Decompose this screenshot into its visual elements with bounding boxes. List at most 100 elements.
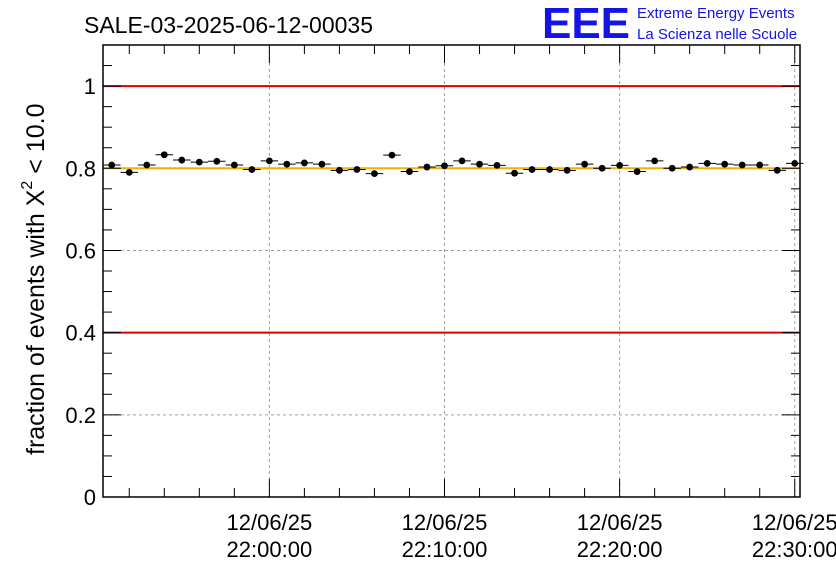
data-marker xyxy=(283,160,291,168)
data-marker xyxy=(528,166,536,173)
data-point xyxy=(120,168,139,176)
x-tick-time-label: 22:20:00 xyxy=(577,537,663,562)
x-tick-time-label: 22:00:00 xyxy=(227,537,313,562)
data-point xyxy=(453,157,471,165)
data-point xyxy=(225,161,244,169)
data-point xyxy=(103,161,121,169)
data-marker xyxy=(668,164,676,172)
data-point xyxy=(173,156,191,164)
data-marker xyxy=(458,157,466,165)
data-point xyxy=(628,168,646,175)
data-marker xyxy=(143,161,151,169)
data-marker xyxy=(493,161,501,169)
y-axis-title-symbol: X xyxy=(22,189,50,206)
data-point xyxy=(155,151,174,159)
data-point xyxy=(505,169,524,177)
data-point xyxy=(610,161,629,169)
y-tick-label: 0.8 xyxy=(65,156,96,181)
data-point xyxy=(383,151,401,159)
data-point xyxy=(348,166,366,173)
data-marker xyxy=(213,157,221,165)
data-marker xyxy=(371,170,378,178)
data-point xyxy=(243,166,261,173)
data-points xyxy=(103,151,804,178)
data-marker xyxy=(721,160,729,168)
data-point xyxy=(208,157,226,165)
data-marker xyxy=(791,159,799,167)
grid xyxy=(103,45,800,497)
data-marker xyxy=(178,156,186,164)
data-marker xyxy=(686,163,694,171)
x-tick-time-label: 22:10:00 xyxy=(402,537,488,562)
data-marker xyxy=(511,169,518,177)
x-tick-date-label: 12/06/25 xyxy=(752,510,836,535)
y-axis-title: fraction of events with X2 < 10.0 xyxy=(19,104,50,455)
data-point xyxy=(278,160,296,168)
data-marker xyxy=(353,166,361,173)
data-point xyxy=(295,159,314,167)
y-tick-label: 0.6 xyxy=(65,238,96,263)
data-point xyxy=(768,166,786,174)
data-marker xyxy=(300,159,308,167)
data-point xyxy=(558,166,576,174)
data-point xyxy=(785,159,804,167)
y-tick-label: 0.2 xyxy=(65,403,96,428)
data-point xyxy=(680,163,699,171)
data-marker xyxy=(230,161,238,169)
data-point xyxy=(523,166,541,173)
data-marker xyxy=(651,157,659,165)
data-point xyxy=(575,160,594,168)
data-point xyxy=(260,157,279,165)
eee-logo-mark: EEE xyxy=(542,0,630,48)
data-marker xyxy=(388,151,396,159)
data-marker xyxy=(616,161,624,169)
logo-line-1: Extreme Energy Events xyxy=(637,5,795,22)
reference-lines xyxy=(103,85,800,334)
data-point xyxy=(645,157,664,165)
data-marker xyxy=(703,159,711,167)
y-tick-label: 0 xyxy=(84,485,96,510)
data-point xyxy=(488,161,506,169)
data-point xyxy=(593,164,611,172)
data-point xyxy=(138,161,156,169)
data-point xyxy=(435,162,454,170)
data-point xyxy=(470,160,489,168)
data-point xyxy=(715,160,734,168)
data-marker xyxy=(756,161,764,169)
axes: 00.20.40.60.8112/06/2522:00:0012/06/2522… xyxy=(65,44,836,562)
data-marker xyxy=(773,166,781,174)
data-point xyxy=(663,164,681,172)
x-tick-date-label: 12/06/25 xyxy=(402,510,488,535)
data-marker xyxy=(441,162,448,170)
data-point xyxy=(330,166,349,174)
data-marker xyxy=(633,168,641,175)
data-marker xyxy=(406,168,413,175)
data-point xyxy=(190,158,209,166)
logo-line-2: La Scienza nelle Scuole xyxy=(637,26,797,43)
chart-title: SALE-03-2025-06-12-00035 xyxy=(84,12,373,38)
x-tick-date-label: 12/06/25 xyxy=(227,510,313,535)
data-marker xyxy=(476,160,483,168)
data-marker xyxy=(248,166,256,173)
x-tick-time-label: 22:30:00 xyxy=(752,537,836,562)
x-tick-date-label: 12/06/25 xyxy=(577,510,663,535)
data-marker xyxy=(738,161,746,169)
data-marker xyxy=(108,161,116,169)
data-point xyxy=(750,161,769,169)
data-marker xyxy=(563,166,571,174)
data-point xyxy=(418,163,436,171)
data-marker xyxy=(125,168,133,176)
plot-frame xyxy=(102,44,801,498)
y-tick-label: 0.4 xyxy=(65,321,96,346)
data-marker xyxy=(581,160,588,168)
data-marker xyxy=(318,160,326,168)
y-axis-title-superscript: 2 xyxy=(19,181,36,190)
data-point xyxy=(540,166,559,173)
data-marker xyxy=(265,157,273,165)
data-point xyxy=(698,159,716,167)
eee-logo: EEE Extreme Energy Events La Scienza nel… xyxy=(542,0,797,48)
data-point xyxy=(400,168,419,175)
data-point xyxy=(733,161,751,169)
y-axis-title-suffix: < 10.0 xyxy=(22,104,50,181)
